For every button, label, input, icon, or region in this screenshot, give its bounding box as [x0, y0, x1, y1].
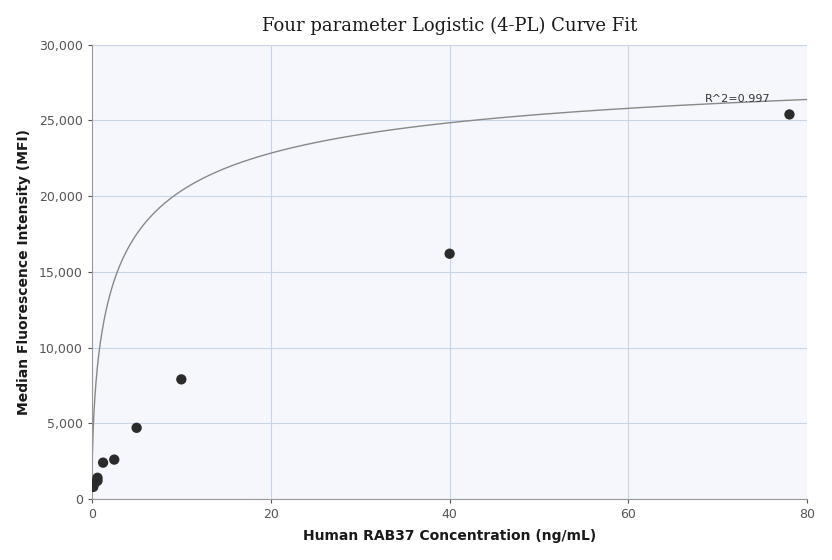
Text: R^2=0.997: R^2=0.997	[705, 94, 770, 104]
Point	[783, 110, 796, 119]
Point	[87, 482, 100, 491]
Point	[130, 423, 143, 432]
Point	[443, 249, 456, 258]
Point	[175, 375, 188, 384]
Y-axis label: Median Fluorescence Intensity (MFI): Median Fluorescence Intensity (MFI)	[17, 129, 31, 415]
X-axis label: Human RAB37 Concentration (ng/mL): Human RAB37 Concentration (ng/mL)	[303, 529, 597, 543]
Title: Four parameter Logistic (4-PL) Curve Fit: Four parameter Logistic (4-PL) Curve Fit	[262, 17, 637, 35]
Point	[91, 477, 104, 486]
Point	[91, 473, 104, 482]
Point	[107, 455, 121, 464]
Point	[97, 458, 110, 467]
Point	[88, 479, 102, 488]
